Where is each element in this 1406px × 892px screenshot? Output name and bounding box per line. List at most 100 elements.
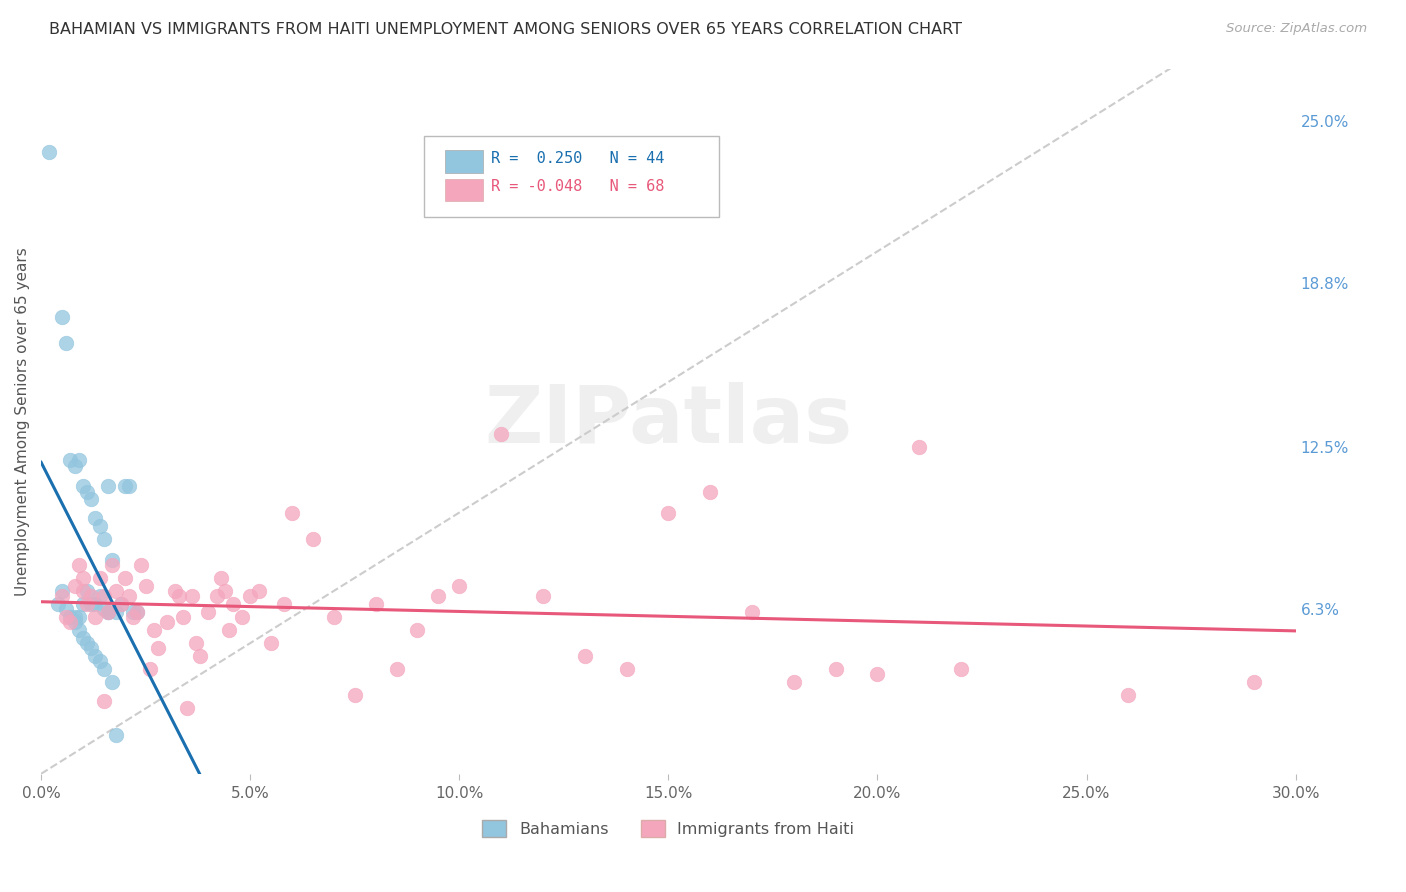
- Point: [214, 583, 236, 598]
- Point: [89, 518, 111, 533]
- Point: [63, 579, 86, 593]
- Point: [59, 453, 82, 467]
- Point: [176, 701, 198, 715]
- Point: [51, 589, 73, 603]
- Point: [63, 615, 86, 630]
- Point: [59, 610, 82, 624]
- Point: [273, 597, 295, 611]
- Point: [114, 571, 136, 585]
- Point: [101, 552, 124, 566]
- Point: [105, 728, 128, 742]
- Point: [67, 453, 90, 467]
- Point: [76, 583, 98, 598]
- Point: [46, 597, 69, 611]
- Point: [80, 641, 103, 656]
- Point: [80, 597, 103, 611]
- Point: [55, 610, 77, 624]
- Point: [122, 610, 145, 624]
- Point: [67, 610, 90, 624]
- Point: [1118, 689, 1140, 703]
- Point: [163, 583, 186, 598]
- Point: [260, 636, 283, 650]
- Point: [80, 492, 103, 507]
- Text: BAHAMIAN VS IMMIGRANTS FROM HAITI UNEMPLOYMENT AMONG SENIORS OVER 65 YEARS CORRE: BAHAMIAN VS IMMIGRANTS FROM HAITI UNEMPL…: [49, 22, 962, 37]
- Point: [824, 662, 846, 676]
- Point: [80, 589, 103, 603]
- Point: [38, 145, 60, 160]
- Point: [59, 615, 82, 630]
- Point: [218, 623, 240, 637]
- Point: [67, 623, 90, 637]
- Point: [89, 589, 111, 603]
- Y-axis label: Unemployment Among Seniors over 65 years: Unemployment Among Seniors over 65 years: [15, 247, 30, 596]
- Point: [97, 479, 120, 493]
- Point: [97, 605, 120, 619]
- Point: [908, 440, 931, 454]
- Point: [188, 649, 211, 664]
- Point: [322, 610, 344, 624]
- Point: [89, 571, 111, 585]
- Point: [281, 506, 304, 520]
- Point: [184, 636, 207, 650]
- Point: [135, 579, 157, 593]
- Point: [222, 597, 245, 611]
- Point: [72, 597, 94, 611]
- Point: [93, 532, 115, 546]
- Point: [783, 675, 806, 690]
- Point: [616, 662, 638, 676]
- Point: [127, 605, 149, 619]
- Point: [101, 558, 124, 572]
- Point: [180, 589, 202, 603]
- Point: [72, 631, 94, 645]
- Point: [364, 597, 387, 611]
- Point: [239, 589, 262, 603]
- Point: [950, 662, 973, 676]
- Point: [76, 484, 98, 499]
- Point: [302, 532, 325, 546]
- Point: [76, 636, 98, 650]
- Point: [657, 506, 679, 520]
- Point: [172, 610, 194, 624]
- Point: [118, 479, 141, 493]
- Point: [105, 583, 128, 598]
- Point: [167, 589, 190, 603]
- Legend: Bahamians, Immigrants from Haiti: Bahamians, Immigrants from Haiti: [477, 814, 860, 843]
- Point: [131, 558, 153, 572]
- Point: [205, 589, 228, 603]
- Point: [72, 583, 94, 598]
- Point: [143, 623, 166, 637]
- FancyBboxPatch shape: [446, 178, 482, 201]
- Point: [866, 667, 889, 681]
- Point: [97, 605, 120, 619]
- Point: [155, 615, 177, 630]
- Point: [209, 571, 232, 585]
- Point: [101, 675, 124, 690]
- Point: [343, 689, 366, 703]
- Point: [55, 335, 77, 350]
- Point: [427, 589, 450, 603]
- Point: [72, 479, 94, 493]
- Point: [148, 641, 170, 656]
- Point: [197, 605, 219, 619]
- Point: [84, 649, 107, 664]
- Point: [110, 597, 132, 611]
- Point: [741, 605, 763, 619]
- Text: ZIPatlas: ZIPatlas: [484, 382, 852, 460]
- Point: [63, 458, 86, 473]
- Point: [574, 649, 596, 664]
- Point: [127, 605, 149, 619]
- FancyBboxPatch shape: [423, 136, 718, 217]
- Point: [531, 589, 554, 603]
- Point: [1243, 675, 1265, 690]
- Point: [118, 589, 141, 603]
- Point: [489, 427, 512, 442]
- Point: [97, 605, 120, 619]
- Point: [139, 662, 162, 676]
- Point: [93, 662, 115, 676]
- Point: [247, 583, 270, 598]
- Point: [231, 610, 253, 624]
- Point: [51, 583, 73, 598]
- Point: [55, 602, 77, 616]
- Point: [63, 610, 86, 624]
- Point: [110, 597, 132, 611]
